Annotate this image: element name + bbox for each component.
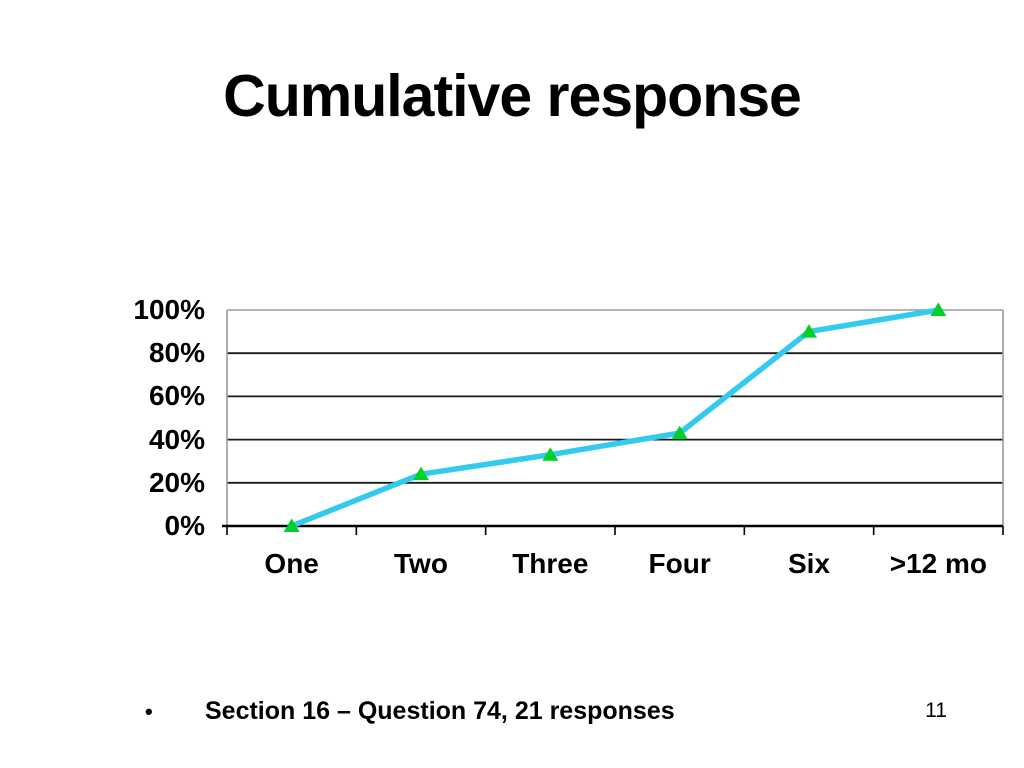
y-axis-tick-label: 20% <box>148 466 205 498</box>
y-axis-tick-label: 100% <box>133 294 205 325</box>
x-axis-tick-label: One <box>264 548 319 579</box>
series-polyline <box>288 307 942 529</box>
x-axis-tick-label: Three <box>512 548 589 579</box>
bullet-icon: • <box>145 699 153 724</box>
x-axis-tick-label: Four <box>648 548 711 579</box>
data-point-marker <box>413 466 429 481</box>
y-axis-tick-label: 80% <box>148 337 205 369</box>
chart-plot-border <box>222 309 1004 528</box>
page-number: 11 <box>925 699 947 722</box>
footnote-text: Section 16 – Question 74, 21 responses <box>205 697 675 725</box>
x-axis-tick-marks <box>226 526 1004 535</box>
y-axis-tick-label: 0% <box>164 510 205 541</box>
chart-gridlines <box>227 352 1003 484</box>
footnote: • Section 16 – Question 74, 21 responses <box>145 697 675 726</box>
series-line <box>288 307 942 529</box>
data-point-marker <box>801 324 817 338</box>
data-point-marker <box>930 302 947 316</box>
data-point-marker <box>542 447 559 461</box>
x-axis-tick-label: Two <box>394 548 448 579</box>
x-axis-tick-label: Six <box>787 548 831 579</box>
y-axis-tick-label: 60% <box>148 380 205 412</box>
y-axis-tick-label: 40% <box>148 423 205 455</box>
slide-title: Cumulative response <box>223 63 802 129</box>
data-point-marker <box>283 518 300 532</box>
series-markers <box>283 302 947 532</box>
x-axis-tick-label: >12 mo <box>889 548 987 579</box>
data-point-marker <box>671 425 688 440</box>
